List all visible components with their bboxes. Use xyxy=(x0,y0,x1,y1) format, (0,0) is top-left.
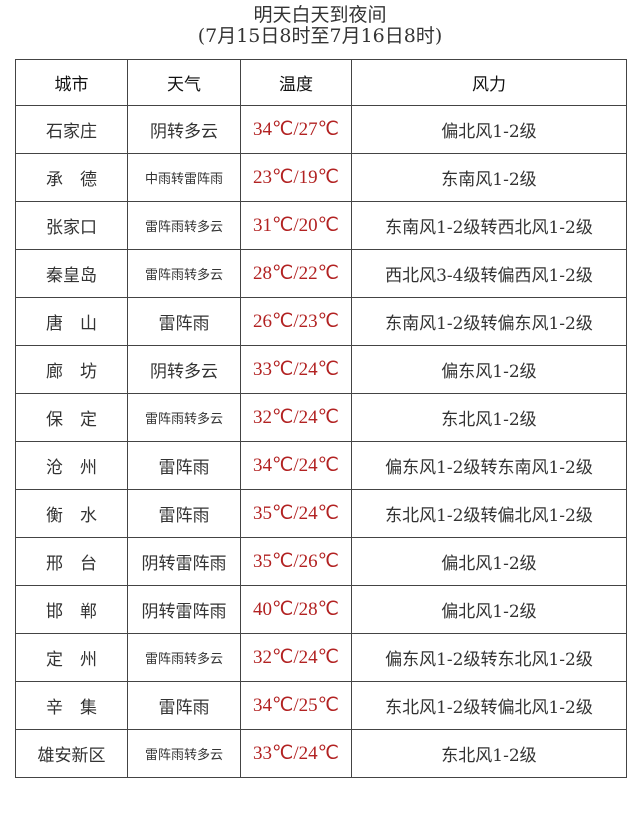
weather-cell: 雷阵雨转多云 xyxy=(127,249,241,298)
temperature-cell: 35℃/26℃ xyxy=(240,537,352,586)
temperature-cell: 34℃/27℃ xyxy=(240,105,352,154)
weather-cell: 雷阵雨 xyxy=(127,441,241,490)
weather-cell: 阴转多云 xyxy=(127,105,241,154)
city-cell: 邢 台 xyxy=(15,537,128,586)
page-subtitle: (7月15日8时至7月16日8时) xyxy=(197,25,443,47)
weather-cell: 中雨转雷阵雨 xyxy=(127,153,241,202)
wind-cell: 东南风1-2级转偏东风1-2级 xyxy=(351,297,627,346)
table-row: 承 德中雨转雷阵雨 23℃/19℃ 东南风1-2级 xyxy=(15,153,627,202)
weather-cell: 雷阵雨转多云 xyxy=(127,393,241,442)
table-row: 邯 郸阴转雷阵雨 40℃/28℃ 偏北风1-2级 xyxy=(15,585,627,634)
wind-cell: 东北风1-2级转偏北风1-2级 xyxy=(351,489,627,538)
weather-cell: 雷阵雨 xyxy=(127,489,241,538)
table-row: 定 州雷阵雨转多云 32℃/24℃ 偏东风1-2级转东北风1-2级 xyxy=(15,633,627,682)
temperature-cell: 26℃/23℃ xyxy=(240,297,352,346)
header-temperature: 温度 xyxy=(240,59,352,106)
page-title: 明天白天到夜间 xyxy=(253,4,387,26)
table-row: 衡 水雷阵雨 35℃/24℃ 东北风1-2级转偏北风1-2级 xyxy=(15,489,627,538)
header-city: 城市 xyxy=(15,59,128,106)
temperature-cell: 32℃/24℃ xyxy=(240,633,352,682)
wind-cell: 偏东风1-2级 xyxy=(351,345,627,394)
weather-cell: 雷阵雨转多云 xyxy=(127,201,241,250)
header-wind: 风力 xyxy=(351,59,627,106)
temperature-cell: 33℃/24℃ xyxy=(240,345,352,394)
wind-cell: 西北风3-4级转偏西风1-2级 xyxy=(351,249,627,298)
table-row: 雄安新区 雷阵雨转多云 33℃/24℃ 东北风1-2级 xyxy=(15,729,627,778)
weather-cell: 阴转多云 xyxy=(127,345,241,394)
wind-cell: 偏北风1-2级 xyxy=(351,537,627,586)
wind-cell: 东北风1-2级转偏北风1-2级 xyxy=(351,681,627,730)
city-cell: 辛 集 xyxy=(15,681,128,730)
table-row: 廊 坊阴转多云 33℃/24℃ 偏东风1-2级 xyxy=(15,345,627,394)
weather-cell: 雷阵雨 xyxy=(127,681,241,730)
table-row: 邢 台阴转雷阵雨 35℃/26℃ 偏北风1-2级 xyxy=(15,537,627,586)
weather-cell: 雷阵雨 xyxy=(127,297,241,346)
city-cell: 雄安新区 xyxy=(15,729,128,778)
table-row: 辛 集雷阵雨 34℃/25℃ 东北风1-2级转偏北风1-2级 xyxy=(15,681,627,730)
wind-cell: 东北风1-2级 xyxy=(351,729,627,778)
wind-cell: 偏北风1-2级 xyxy=(351,585,627,634)
weather-cell: 雷阵雨转多云 xyxy=(127,633,241,682)
temperature-cell: 23℃/19℃ xyxy=(240,153,352,202)
weather-cell: 雷阵雨转多云 xyxy=(127,729,241,778)
table-row: 石家庄 阴转多云 34℃/27℃ 偏北风1-2级 xyxy=(15,105,627,154)
city-cell: 保 定 xyxy=(15,393,128,442)
wind-cell: 东南风1-2级 xyxy=(351,153,627,202)
wind-cell: 偏东风1-2级转东北风1-2级 xyxy=(351,633,627,682)
temperature-cell: 32℃/24℃ xyxy=(240,393,352,442)
temperature-cell: 33℃/24℃ xyxy=(240,729,352,778)
wind-cell: 偏北风1-2级 xyxy=(351,105,627,154)
city-cell: 石家庄 xyxy=(15,105,128,154)
table-row: 张家口 雷阵雨转多云 31℃/20℃ 东南风1-2级转西北风1-2级 xyxy=(15,201,627,250)
weather-cell: 阴转雷阵雨 xyxy=(127,585,241,634)
city-cell: 唐 山 xyxy=(15,297,128,346)
temperature-cell: 31℃/20℃ xyxy=(240,201,352,250)
wind-cell: 东南风1-2级转西北风1-2级 xyxy=(351,201,627,250)
city-cell: 秦皇岛 xyxy=(15,249,128,298)
temperature-cell: 40℃/28℃ xyxy=(240,585,352,634)
table-row: 秦皇岛 雷阵雨转多云 28℃/22℃ 西北风3-4级转偏西风1-2级 xyxy=(15,249,627,298)
temperature-cell: 34℃/24℃ xyxy=(240,441,352,490)
table-header-row: 城市 天气 温度 风力 xyxy=(15,59,627,106)
city-cell: 承 德 xyxy=(15,153,128,202)
weather-forecast-table: 城市 天气 温度 风力 石家庄 阴转多云 34℃/27℃ 偏北风1-2级承 德中雨转雷… xyxy=(15,59,627,778)
city-cell: 邯 郸 xyxy=(15,585,128,634)
city-cell: 廊 坊 xyxy=(15,345,128,394)
temperature-cell: 35℃/24℃ xyxy=(240,489,352,538)
table-row: 唐 山雷阵雨 26℃/23℃ 东南风1-2级转偏东风1-2级 xyxy=(15,297,627,346)
table-row: 保 定雷阵雨转多云 32℃/24℃ 东北风1-2级 xyxy=(15,393,627,442)
temperature-cell: 34℃/25℃ xyxy=(240,681,352,730)
city-cell: 张家口 xyxy=(15,201,128,250)
city-cell: 衡 水 xyxy=(15,489,128,538)
temperature-cell: 28℃/22℃ xyxy=(240,249,352,298)
wind-cell: 东北风1-2级 xyxy=(351,393,627,442)
header-weather: 天气 xyxy=(127,59,241,106)
wind-cell: 偏东风1-2级转东南风1-2级 xyxy=(351,441,627,490)
city-cell: 沧 州 xyxy=(15,441,128,490)
weather-cell: 阴转雷阵雨 xyxy=(127,537,241,586)
city-cell: 定 州 xyxy=(15,633,128,682)
table-row: 沧 州雷阵雨 34℃/24℃ 偏东风1-2级转东南风1-2级 xyxy=(15,441,627,490)
